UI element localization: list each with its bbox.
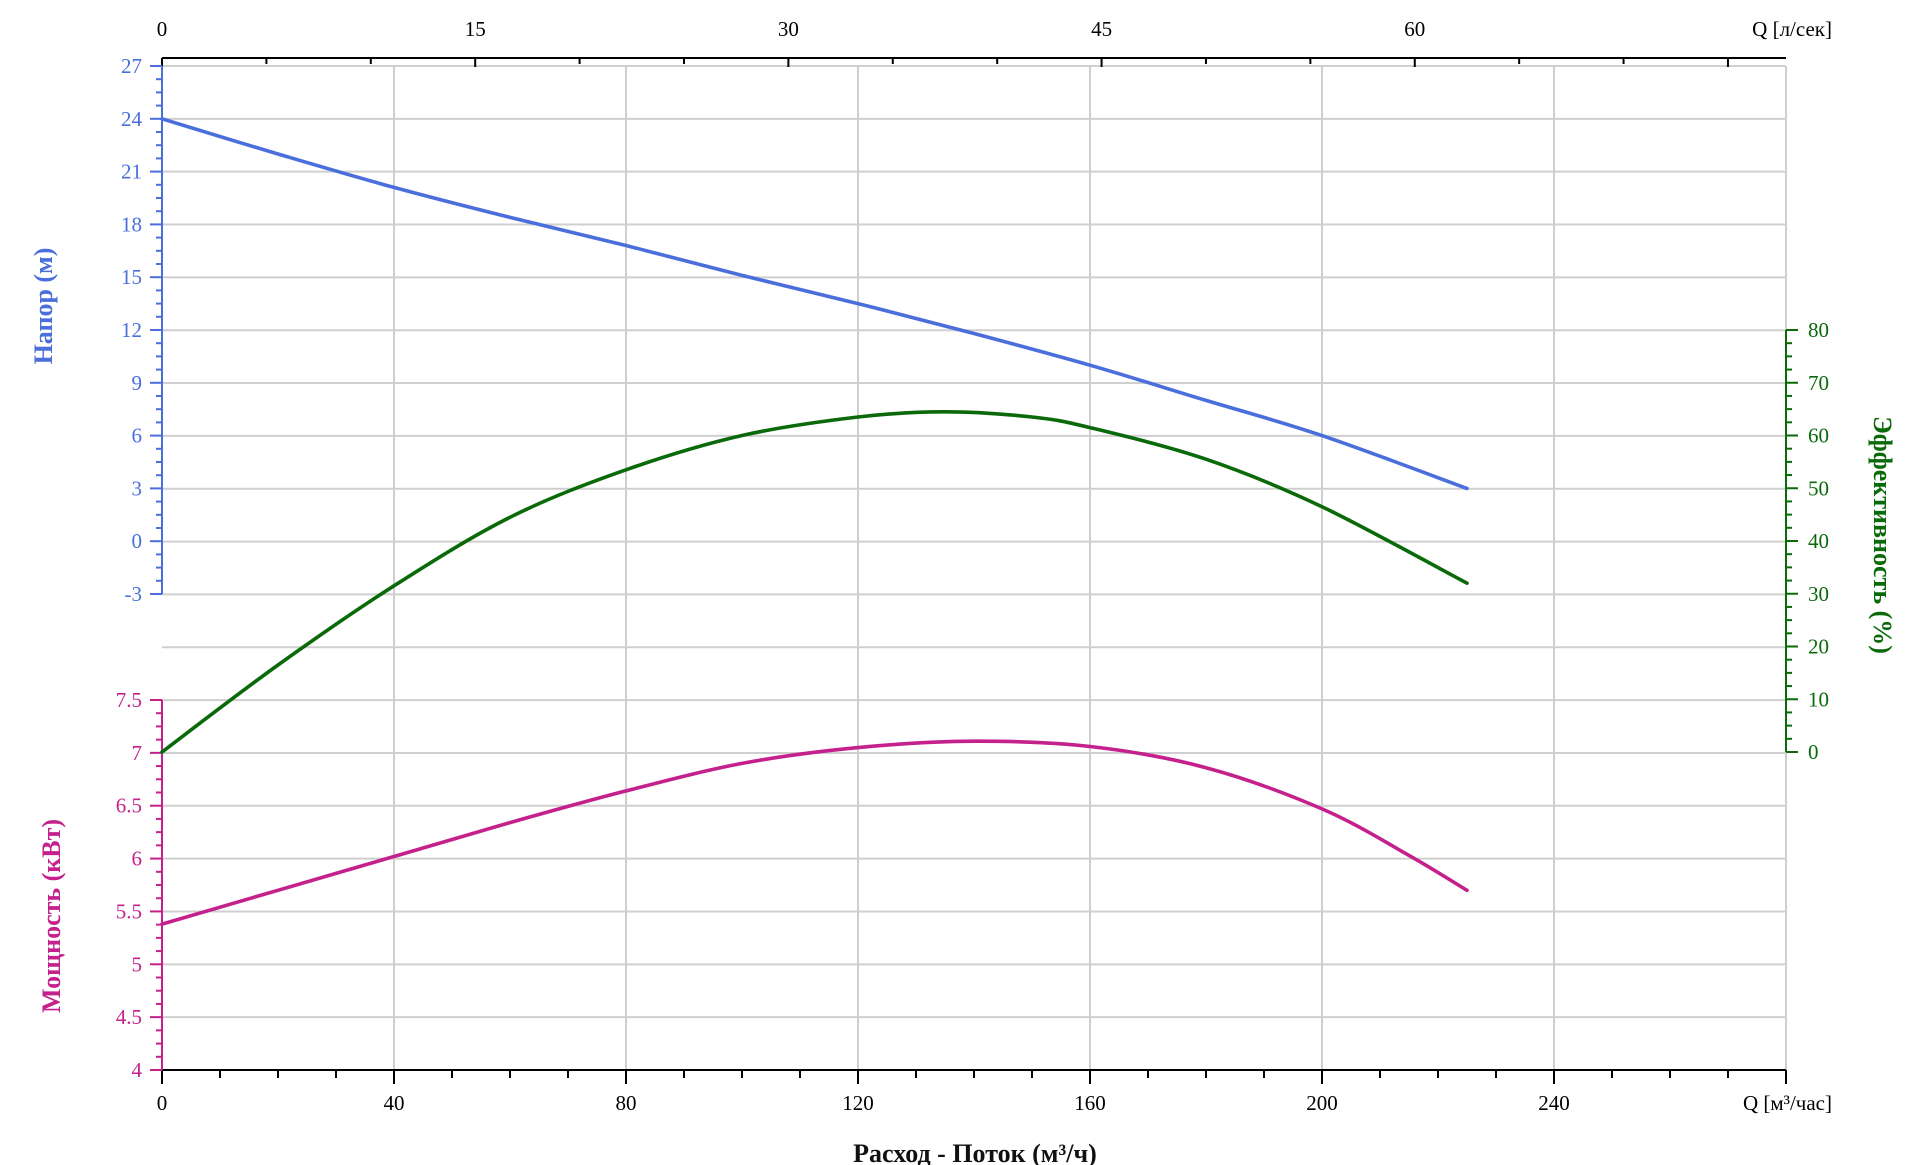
efficiency-tick-label: 80: [1808, 318, 1829, 342]
top-tick-label: 30: [778, 17, 799, 41]
head-tick-label: 15: [121, 265, 142, 289]
head-tick-label: -3: [125, 582, 143, 606]
power-axis-title: Мощность (кВт): [37, 819, 66, 1013]
power-tick-label: 7.5: [116, 688, 142, 712]
x-tick-label: 120: [842, 1091, 874, 1115]
head-tick-label: 6: [132, 424, 143, 448]
head-tick-label: 0: [132, 529, 143, 553]
grid: [162, 65, 1787, 1071]
head-axis-title: Напор (м): [29, 248, 58, 365]
power-curve: [160, 739, 1469, 926]
head-tick-label: 9: [132, 371, 143, 395]
x-tick-label: 0: [157, 1091, 168, 1115]
x-tick-label: 40: [384, 1091, 405, 1115]
curves: [160, 117, 1469, 926]
efficiency-curve: [160, 410, 1469, 754]
efficiency-tick-label: 30: [1808, 582, 1829, 606]
power-tick-label: 5: [132, 952, 143, 976]
head-tick-label: 24: [121, 107, 143, 131]
power-tick-label: 7: [132, 741, 143, 765]
power-tick-label: 6: [132, 847, 143, 871]
efficiency-tick-label: 10: [1808, 687, 1829, 711]
top-tick-label: 0: [157, 17, 168, 41]
efficiency-tick-label: 70: [1808, 371, 1829, 395]
top-axis-unit-label: Q [л/сек]: [1752, 17, 1832, 41]
x-axis-title: Расход - Поток (м³/ч): [853, 1139, 1097, 1165]
x-tick-label: 240: [1538, 1091, 1570, 1115]
head-tick-label: 27: [121, 54, 142, 78]
head-tick-label: 21: [121, 160, 142, 184]
power-tick-label: 4: [132, 1058, 143, 1082]
head-curve: [160, 117, 1469, 491]
efficiency-tick-label: 40: [1808, 529, 1829, 553]
top-tick-label: 15: [465, 17, 486, 41]
power-tick-label: 6.5: [116, 794, 142, 818]
x-tick-label: 80: [616, 1091, 637, 1115]
x-axis-unit-label: Q [м³/час]: [1743, 1091, 1832, 1115]
efficiency-tick-label: 0: [1808, 740, 1819, 764]
head-tick-label: 3: [132, 476, 143, 500]
head-tick-label: 12: [121, 318, 142, 342]
x-tick-label: 160: [1074, 1091, 1106, 1115]
power-tick-label: 5.5: [116, 899, 142, 923]
x-tick-label: 200: [1306, 1091, 1338, 1115]
efficiency-axis-title: Эффективность (%): [1868, 416, 1897, 654]
power-tick-label: 4.5: [116, 1005, 142, 1029]
top-tick-label: 60: [1404, 17, 1425, 41]
head-tick-label: 18: [121, 212, 142, 236]
efficiency-tick-label: 20: [1808, 635, 1829, 659]
top-tick-label: 45: [1091, 17, 1112, 41]
efficiency-tick-label: 50: [1808, 476, 1829, 500]
efficiency-tick-label: 60: [1808, 424, 1829, 448]
